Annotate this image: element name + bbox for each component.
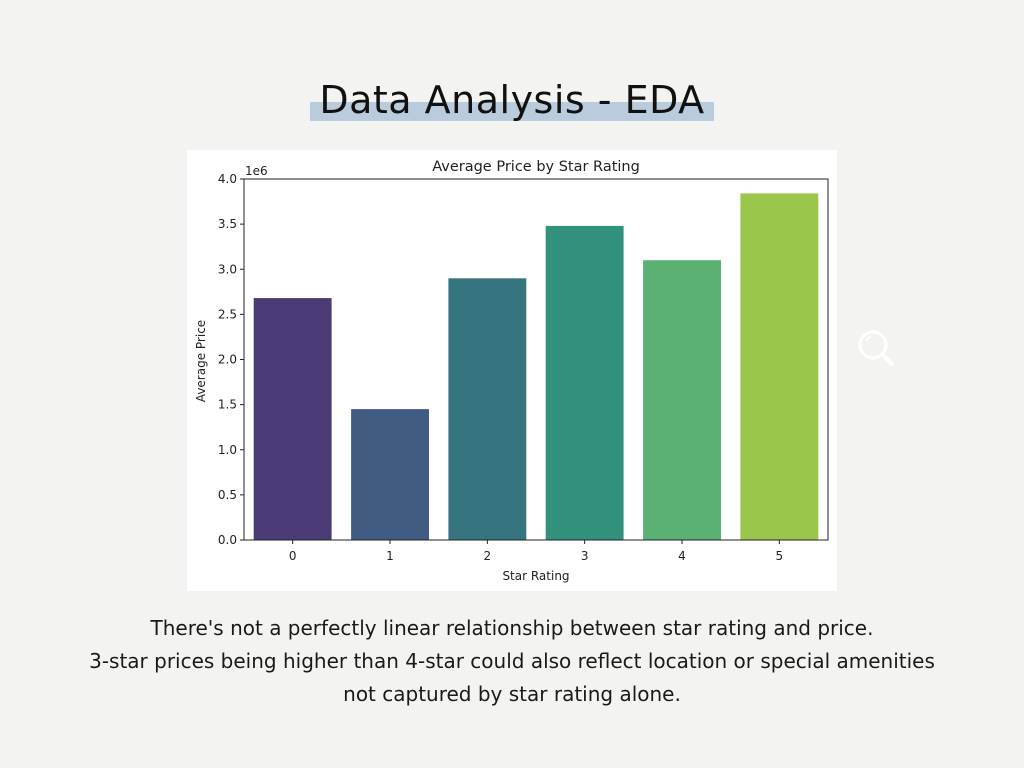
bar-0 bbox=[253, 298, 332, 540]
y-tick-label: 0.5 bbox=[218, 488, 237, 502]
y-tick-label: 4.0 bbox=[218, 172, 237, 186]
chart-title: Average Price by Star Rating bbox=[432, 159, 640, 175]
bar-2 bbox=[448, 278, 527, 540]
title-highlight bbox=[310, 102, 714, 121]
y-tick-label: 1.5 bbox=[218, 398, 237, 412]
plot-frame bbox=[243, 178, 829, 541]
caption: There's not a perfectly linear relations… bbox=[60, 612, 964, 711]
bar-chart: Average Price by Star Rating 1e6 Average… bbox=[194, 159, 829, 583]
y-tick-label: 3.5 bbox=[218, 217, 237, 231]
x-tick-label: 3 bbox=[581, 549, 589, 563]
chart-card: Average Price by Star Rating 1e6 Average… bbox=[187, 150, 837, 591]
x-tick-label: 0 bbox=[289, 549, 297, 563]
page-title: Data Analysis - EDA bbox=[319, 78, 705, 122]
magnifier-icon[interactable] bbox=[856, 328, 896, 368]
bars-group bbox=[253, 193, 819, 540]
caption-line-1: There's not a perfectly linear relations… bbox=[150, 616, 874, 640]
caption-line-2: 3-star prices being higher than 4-star c… bbox=[89, 649, 935, 706]
bar-5 bbox=[740, 193, 819, 540]
y-ticks-group: 0.0 0.5 1.0 1.5 2.0 2.5 3.0 3.5 4.0 bbox=[218, 172, 244, 547]
x-ticks-group: 0 1 2 3 4 5 bbox=[289, 540, 783, 563]
x-tick-label: 1 bbox=[386, 549, 394, 563]
y-axis-label: Average Price bbox=[194, 320, 208, 402]
y-tick-label: 2.5 bbox=[218, 307, 237, 321]
y-tick-label: 2.0 bbox=[218, 353, 237, 367]
title-block: Data Analysis - EDA bbox=[310, 70, 714, 130]
x-axis-label: Star Rating bbox=[502, 569, 569, 583]
y-tick-label: 0.0 bbox=[218, 533, 237, 547]
y-tick-label: 1.0 bbox=[218, 443, 237, 457]
bar-4 bbox=[643, 260, 721, 540]
y-offset-label: 1e6 bbox=[245, 164, 268, 178]
bar-1 bbox=[351, 409, 429, 540]
x-tick-label: 4 bbox=[678, 549, 686, 563]
x-tick-label: 5 bbox=[776, 549, 784, 563]
bar-3 bbox=[545, 225, 624, 540]
x-tick-label: 2 bbox=[484, 549, 492, 563]
y-tick-label: 3.0 bbox=[218, 262, 237, 276]
